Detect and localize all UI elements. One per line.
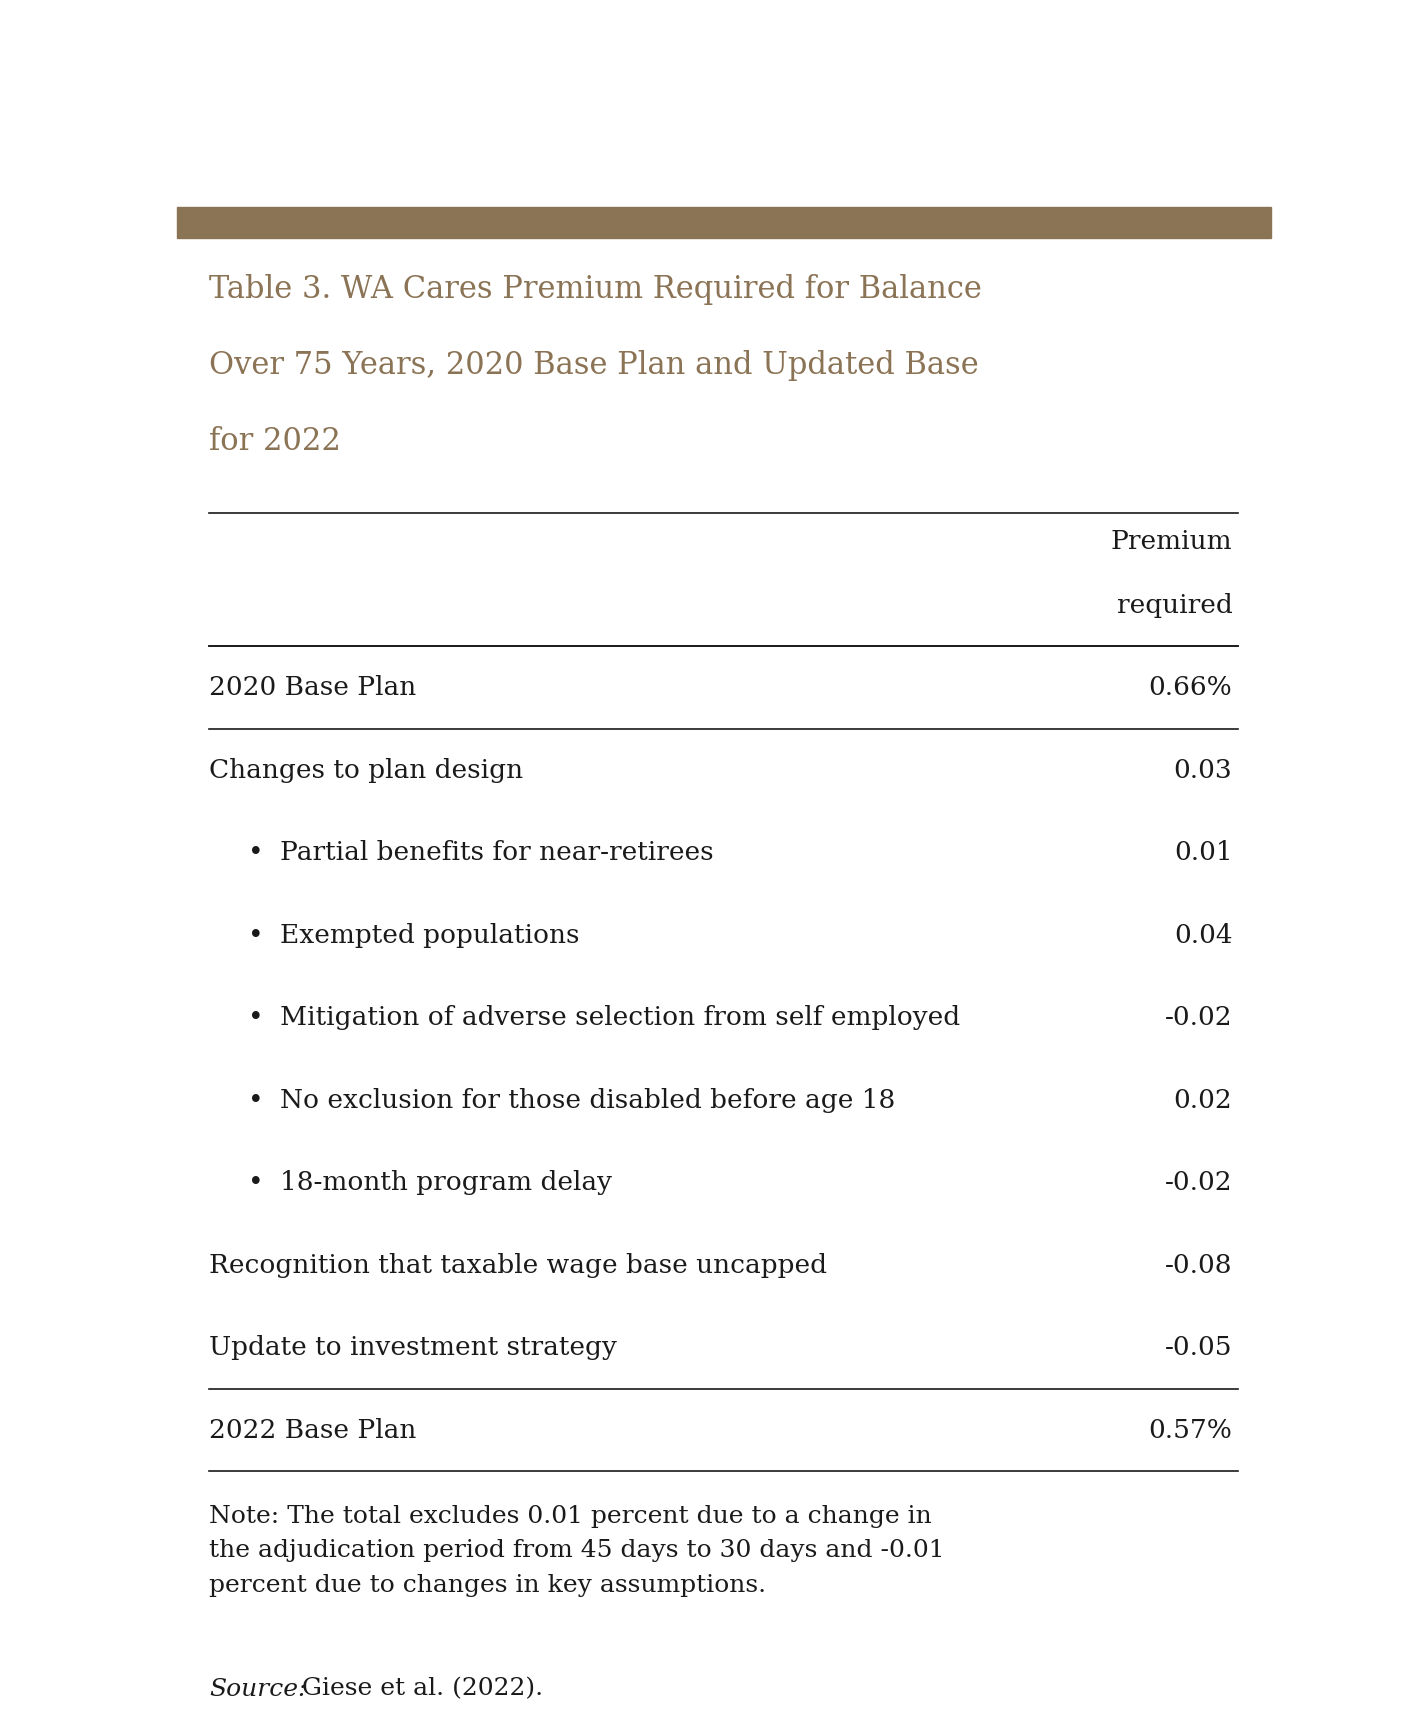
Text: Mitigation of adverse selection from self employed: Mitigation of adverse selection from sel… bbox=[281, 1006, 960, 1030]
Text: Recognition that taxable wage base uncapped: Recognition that taxable wage base uncap… bbox=[209, 1253, 827, 1277]
Text: •: • bbox=[247, 840, 263, 866]
Text: •: • bbox=[247, 1087, 263, 1113]
Text: -0.02: -0.02 bbox=[1165, 1006, 1233, 1030]
Text: required: required bbox=[1117, 593, 1233, 619]
Text: -0.05: -0.05 bbox=[1165, 1336, 1233, 1360]
Text: •: • bbox=[247, 1006, 263, 1030]
Text: 18-month program delay: 18-month program delay bbox=[281, 1170, 613, 1196]
Text: 0.01: 0.01 bbox=[1173, 840, 1233, 866]
Text: 0.03: 0.03 bbox=[1173, 757, 1233, 783]
Text: Partial benefits for near-retirees: Partial benefits for near-retirees bbox=[281, 840, 714, 866]
Text: Note: The total excludes 0.01 percent due to a change in
the adjudication period: Note: The total excludes 0.01 percent du… bbox=[209, 1505, 945, 1597]
Text: Table 3. WA Cares Premium Required for Balance: Table 3. WA Cares Premium Required for B… bbox=[209, 273, 983, 304]
Text: 0.02: 0.02 bbox=[1173, 1087, 1233, 1113]
Text: Update to investment strategy: Update to investment strategy bbox=[209, 1336, 617, 1360]
Text: 0.57%: 0.57% bbox=[1148, 1417, 1233, 1443]
Text: 2022 Base Plan: 2022 Base Plan bbox=[209, 1417, 417, 1443]
Text: -0.02: -0.02 bbox=[1165, 1170, 1233, 1196]
Text: -0.08: -0.08 bbox=[1165, 1253, 1233, 1277]
Text: for 2022: for 2022 bbox=[209, 425, 342, 456]
Text: Changes to plan design: Changes to plan design bbox=[209, 757, 524, 783]
Text: Giese et al. (2022).: Giese et al. (2022). bbox=[294, 1678, 542, 1700]
Text: Premium: Premium bbox=[1111, 529, 1233, 555]
Text: No exclusion for those disabled before age 18: No exclusion for those disabled before a… bbox=[281, 1087, 895, 1113]
Text: 0.66%: 0.66% bbox=[1149, 676, 1233, 700]
Bar bbox=[176, 207, 1271, 238]
Text: •: • bbox=[247, 1170, 263, 1196]
Text: 2020 Base Plan: 2020 Base Plan bbox=[209, 676, 417, 700]
Text: •: • bbox=[247, 923, 263, 947]
Text: 0.04: 0.04 bbox=[1173, 923, 1233, 947]
Text: Over 75 Years, 2020 Base Plan and Updated Base: Over 75 Years, 2020 Base Plan and Update… bbox=[209, 349, 979, 380]
Text: Source:: Source: bbox=[209, 1678, 306, 1700]
Text: Exempted populations: Exempted populations bbox=[281, 923, 580, 947]
